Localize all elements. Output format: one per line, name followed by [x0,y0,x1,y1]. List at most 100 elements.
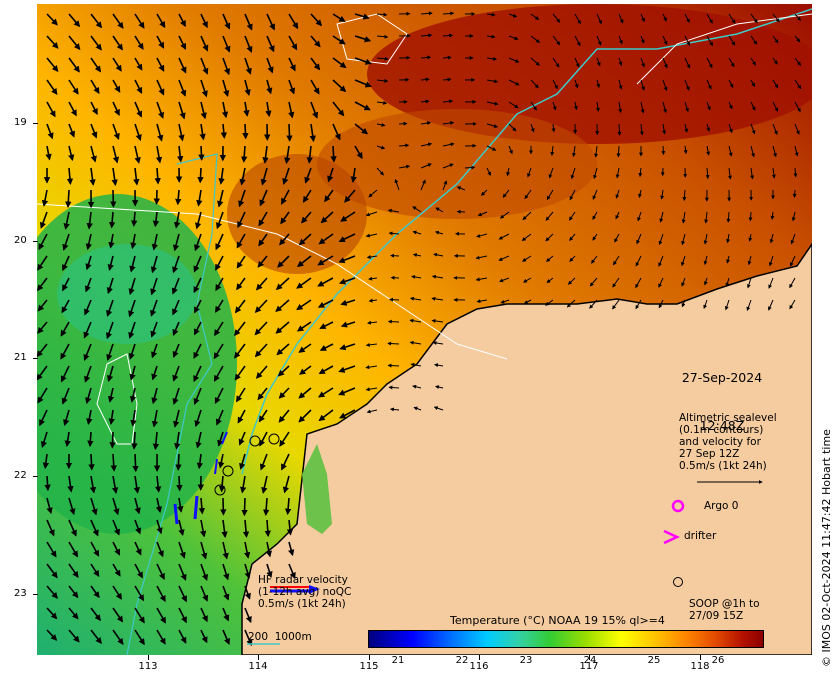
velocity-arrow [90,35,102,51]
velocity-arrow [237,211,246,229]
velocity-arrow [156,79,165,96]
velocity-arrow [366,409,378,414]
velocity-arrow [728,123,733,134]
velocity-arrow [44,475,51,492]
velocity-arrow [173,211,181,229]
velocity-arrow [261,475,268,494]
velocity-arrow [112,13,124,29]
velocity-arrow [134,35,144,50]
velocity-arrow [152,211,160,228]
velocity-arrow [193,343,202,359]
velocity-arrow [498,255,510,261]
velocity-arrow [178,101,186,120]
velocity-arrow [106,365,114,383]
velocity-arrow [234,343,246,359]
velocity-arrow [222,563,230,581]
hf-radar-vectors [173,431,228,525]
velocity-arrow [318,365,334,375]
velocity-arrow [46,541,57,558]
velocity-arrow [222,57,231,76]
colorbar-tick: 25 [647,655,661,666]
velocity-arrow [156,585,166,603]
velocity-arrow [682,189,687,202]
colorbar-tick: 22 [455,655,469,666]
velocity-arrow [442,33,454,38]
velocity-arrow [746,277,752,289]
velocity-arrow [62,233,70,251]
velocity-arrow [411,274,422,279]
velocity-arrow [178,541,186,559]
velocity-arrow [200,35,209,52]
velocity-arrow [310,79,320,95]
velocity-arrow [376,100,388,105]
velocity-arrow [112,101,120,117]
velocity-arrow [90,123,98,139]
velocity-arrow [259,189,268,207]
velocity-arrow [236,255,246,269]
velocity-arrow [222,79,230,98]
velocity-arrow [90,541,100,557]
velocity-arrow [298,233,312,246]
x-tick-mark [369,655,370,660]
velocity-arrow [639,123,644,136]
velocity-arrow [726,233,731,244]
hf-radar-arrow [214,458,218,475]
velocity-arrow [546,277,554,283]
velocity-arrow [286,123,293,142]
velocity-arrow [254,299,268,314]
velocity-arrow [46,607,58,620]
velocity-arrow [112,563,121,577]
velocity-arrow [706,123,711,132]
velocity-arrow [706,145,711,156]
velocity-arrow [508,123,517,132]
velocity-arrow [354,123,369,135]
velocity-arrow [431,296,444,301]
velocity-arrow [275,277,290,291]
velocity-arrow [420,121,432,126]
velocity-arrow [486,123,499,128]
velocity-arrow [128,299,136,318]
velocity-arrow [134,541,142,556]
velocity-arrow [442,77,452,82]
velocity-arrow [409,296,422,301]
velocity-arrow [725,277,730,288]
velocity-arrow [506,167,511,177]
velocity-arrow [387,208,400,213]
velocity-arrow [46,79,58,95]
velocity-arrow [566,299,576,308]
velocity-arrow [684,13,690,23]
velocity-arrow [508,145,513,155]
velocity-arrow [637,211,642,222]
velocity-arrow [61,299,70,314]
velocity-arrow [90,79,100,94]
velocity-arrow [680,255,686,267]
velocity-arrow [234,299,246,314]
velocity-arrow [368,298,378,303]
velocity-arrow [703,233,708,245]
colorbar-title: Temperature (°C) NOAA 19 15% ql>=4 [450,614,665,627]
velocity-arrow [37,255,48,271]
velocity-arrow [173,409,180,428]
velocity-arrow [794,79,802,90]
velocity-arrow [218,475,226,493]
velocity-arrow [354,145,363,160]
velocity-arrow [477,211,488,217]
velocity-arrow [420,55,432,60]
time-text: 12:48Z [699,418,745,433]
velocity-arrow [178,57,187,74]
velocity-arrow [486,145,497,151]
velocity-arrow [523,277,532,283]
x-tick-mark [148,655,149,660]
velocity-arrow [772,145,777,158]
velocity-arrow [409,318,422,323]
velocity-arrow [365,365,378,370]
velocity-arrow [390,253,400,258]
velocity-arrow [772,13,780,23]
velocity-arrow [68,13,81,28]
velocity-arrow [277,365,290,377]
velocity-arrow [332,123,341,141]
colorbar-tick: 24 [583,655,597,666]
y-tick-label: 21 [14,352,27,363]
velocity-arrow [244,79,251,97]
velocity-arrow [193,255,202,273]
